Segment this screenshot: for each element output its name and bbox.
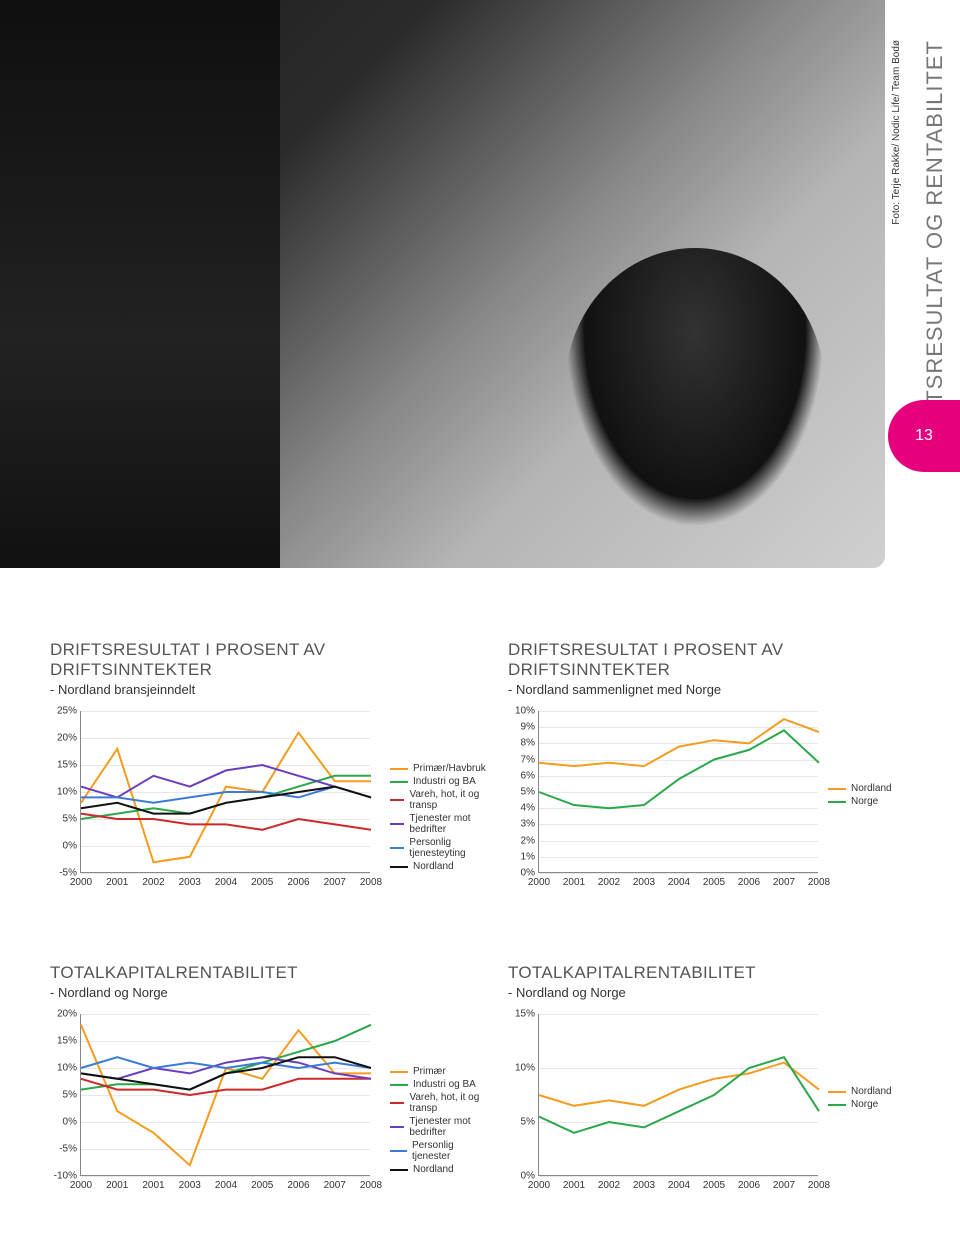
chart-1-plot: -5%0%5%10%15%20%25%200020012002200320042… (50, 703, 490, 913)
chart-2-title: DRIFTSRESULTAT I PROSENT AV DRIFTSINNTEK… (508, 640, 930, 680)
chart-4-plot: 0%5%10%15%200020012002200320042005200620… (508, 1006, 928, 1216)
chart-1-title: DRIFTSRESULTAT I PROSENT AV DRIFTSINNTEK… (50, 640, 490, 680)
chart-1-subtitle: - Nordland bransjeinndelt (50, 682, 490, 697)
side-title-text: DRIFTSRESULTAT OG RENTABILITET (922, 40, 947, 459)
chart-1-block: DRIFTSRESULTAT I PROSENT AV DRIFTSINNTEK… (50, 640, 490, 913)
chart-2-block: DRIFTSRESULTAT I PROSENT AV DRIFTSINNTEK… (508, 640, 930, 913)
chart-3-subtitle: - Nordland og Norge (50, 985, 490, 1000)
chart-3-block: TOTALKAPITALRENTABILITET - Nordland og N… (50, 963, 490, 1216)
chart-2-plot: 0%1%2%3%4%5%6%7%8%9%10%20002001200220032… (508, 703, 928, 913)
page-number-badge: 13 (888, 400, 960, 472)
page-number: 13 (915, 427, 933, 445)
chart-3-title: TOTALKAPITALRENTABILITET (50, 963, 490, 983)
charts-grid: DRIFTSRESULTAT I PROSENT AV DRIFTSINNTEK… (0, 640, 960, 1216)
chart-4-subtitle: - Nordland og Norge (508, 985, 930, 1000)
chart-2-subtitle: - Nordland sammenlignet med Norge (508, 682, 930, 697)
side-section-title: DRIFTSRESULTAT OG RENTABILITET (922, 40, 948, 459)
photo-credit: Foto: Terje Rakke/ Nodic Life/ Team Bodø (891, 40, 902, 225)
hero-photo (0, 0, 885, 568)
chart-4-title: TOTALKAPITALRENTABILITET (508, 963, 930, 983)
chart-3-plot: -10%-5%0%5%10%15%20%20002001200120032004… (50, 1006, 490, 1216)
chart-4-block: TOTALKAPITALRENTABILITET - Nordland og N… (508, 963, 930, 1216)
